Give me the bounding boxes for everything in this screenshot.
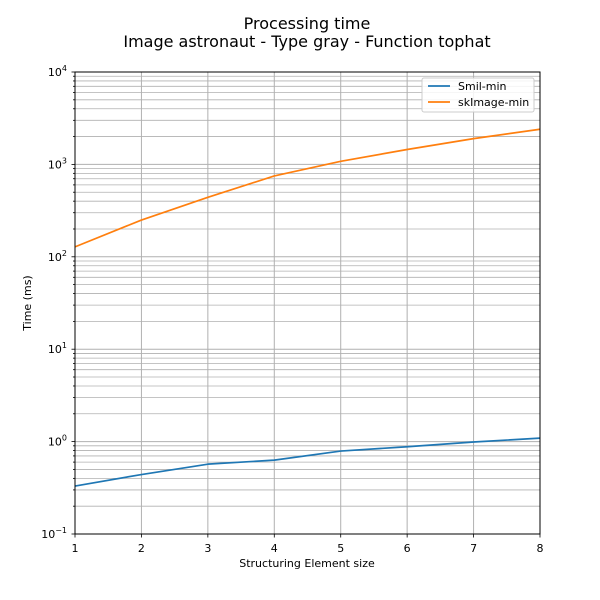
legend: Smil-min skImage-min <box>421 77 535 113</box>
tick-marks <box>71 71 541 538</box>
series-group <box>74 128 541 487</box>
x-tick-label: 2 <box>138 542 145 555</box>
legend-label-smil-min: Smil-min <box>458 80 507 93</box>
grid <box>74 71 541 535</box>
plot-frame <box>74 71 541 535</box>
y-axis-label: Time (ms) <box>21 275 34 331</box>
legend-label-skimage-min: skImage-min <box>458 96 529 109</box>
x-tick-label: 8 <box>537 542 544 555</box>
chart-title-line-2: Image astronaut - Type gray - Function t… <box>123 32 490 51</box>
x-tick-label: 4 <box>271 542 278 555</box>
y-tick-label: 10−1 <box>41 526 67 541</box>
x-tick-label: 6 <box>404 542 411 555</box>
x-tick-label: 1 <box>72 542 79 555</box>
y-tick-label: 102 <box>48 249 67 264</box>
series-line-smil-min <box>74 437 541 487</box>
x-tick-labels: 1 2 3 4 5 6 7 8 <box>72 542 544 555</box>
y-tick-label: 104 <box>48 64 67 79</box>
x-tick-label: 5 <box>337 542 344 555</box>
x-tick-label: 3 <box>204 542 211 555</box>
y-tick-label: 101 <box>48 341 67 356</box>
x-tick-label: 7 <box>470 542 477 555</box>
series-line-skimage-min <box>74 128 541 248</box>
y-tick-labels: 10−1 100 101 102 103 104 <box>41 64 67 541</box>
y-tick-label: 100 <box>48 434 67 449</box>
y-tick-label: 103 <box>48 156 67 171</box>
x-axis-label: Structuring Element size <box>239 557 375 570</box>
chart-title-line-1: Processing time <box>244 14 371 33</box>
